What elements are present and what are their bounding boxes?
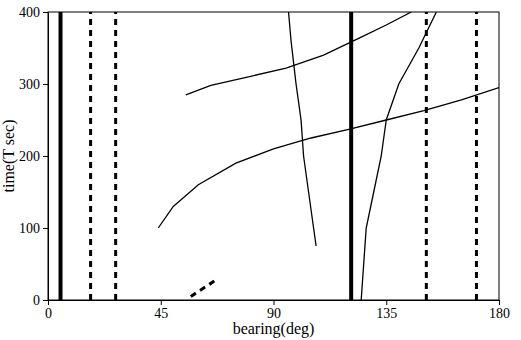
tick-label: 180 bbox=[489, 306, 510, 321]
tick-mark bbox=[43, 84, 48, 85]
tick-mark bbox=[386, 300, 387, 305]
track-line bbox=[158, 88, 499, 228]
track-line bbox=[349, 12, 353, 300]
x-axis: 0 45 90 135 180 bbox=[45, 300, 510, 321]
tick-mark bbox=[43, 300, 48, 301]
tick-mark bbox=[43, 12, 48, 13]
track-line bbox=[361, 12, 436, 300]
tick-mark bbox=[161, 300, 162, 305]
tick-mark bbox=[43, 228, 48, 229]
tick: 400 bbox=[19, 5, 48, 20]
track-line bbox=[186, 12, 412, 95]
track-line bbox=[425, 12, 428, 300]
tick-label: 200 bbox=[19, 149, 40, 164]
tick-mark bbox=[499, 300, 500, 305]
y-axis: 0 100 200 300 400 bbox=[19, 5, 49, 308]
y-axis-title: time(T sec) bbox=[0, 119, 18, 192]
tick-label: 45 bbox=[154, 306, 168, 321]
track-line bbox=[475, 12, 478, 300]
tick-label: 0 bbox=[33, 293, 40, 308]
tick: 180 bbox=[489, 300, 510, 321]
tick: 200 bbox=[19, 149, 48, 164]
tick: 45 bbox=[154, 300, 168, 321]
tick-label: 300 bbox=[19, 77, 40, 92]
tick: 90 bbox=[267, 300, 281, 321]
tick: 0 bbox=[33, 293, 48, 308]
tick-label: 100 bbox=[19, 221, 40, 236]
tick-label: 90 bbox=[267, 306, 281, 321]
tick-label: 135 bbox=[376, 306, 397, 321]
track-line bbox=[289, 12, 317, 246]
plot-frame bbox=[48, 12, 499, 300]
track-line bbox=[59, 12, 63, 300]
tick: 0 bbox=[45, 300, 52, 321]
tick-mark bbox=[274, 300, 275, 305]
series-group bbox=[61, 12, 499, 300]
plot: 0 45 90 135 180 0 100 200 300 400 bbox=[19, 5, 510, 321]
track-line bbox=[191, 278, 219, 296]
tick-mark bbox=[43, 156, 48, 157]
track-line bbox=[89, 12, 92, 300]
tick-label: 400 bbox=[19, 5, 40, 20]
x-axis-title: bearing(deg) bbox=[233, 320, 315, 338]
tick-label: 0 bbox=[45, 306, 52, 321]
tick-mark bbox=[48, 300, 49, 305]
track-line bbox=[114, 12, 117, 300]
axis-line bbox=[48, 13, 49, 301]
tick: 100 bbox=[19, 221, 48, 236]
tick: 135 bbox=[376, 300, 397, 321]
tick: 300 bbox=[19, 77, 48, 92]
chart: 0 45 90 135 180 0 100 200 300 400 bearing(deg) time… bbox=[0, 0, 521, 340]
